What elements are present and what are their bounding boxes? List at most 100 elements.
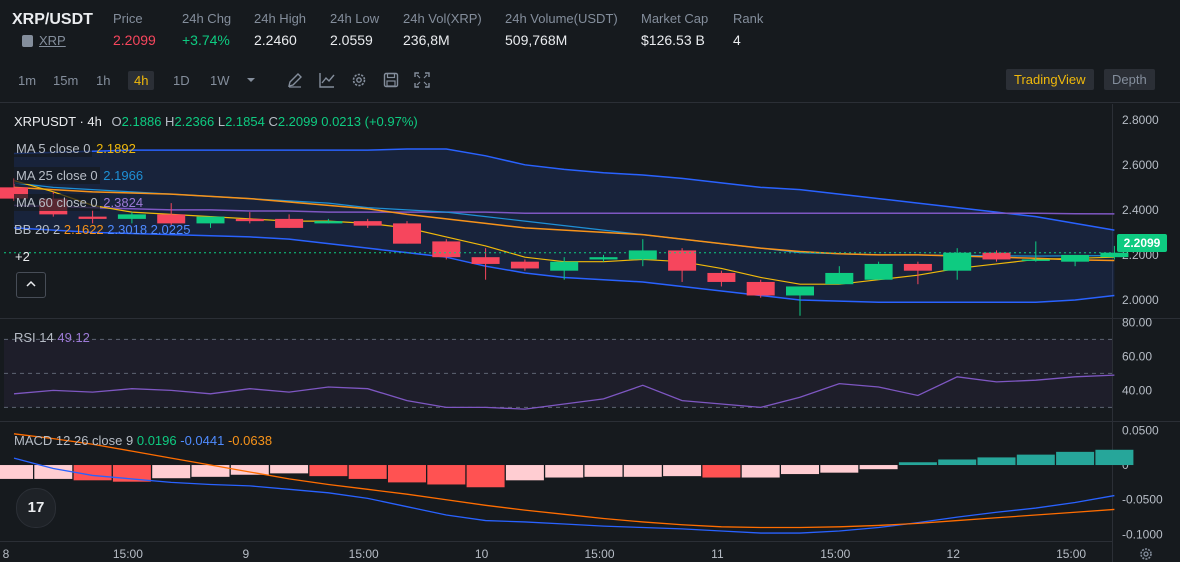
more-indicators[interactable]: +2 [15, 249, 30, 264]
price-tick-label: 2.0000 [1122, 293, 1159, 307]
candle-body [628, 250, 657, 260]
candle-body [864, 263, 893, 280]
bb-label: BB 20 2 [14, 222, 61, 237]
candle-body [196, 216, 225, 224]
macd-legend[interactable]: MACD 12 26 close 9 0.0196 -0.0441 -0.063… [14, 433, 272, 448]
bb-upper-value: 2.3018 [107, 222, 148, 237]
divider [0, 102, 1180, 103]
coin-name[interactable]: XRP [39, 33, 66, 48]
tab-15m[interactable]: 15m [53, 73, 79, 88]
low-label: L [217, 114, 226, 129]
depth-button[interactable]: Depth [1104, 69, 1155, 90]
bb-legend[interactable]: BB 20 2 2.1622 2.3018 2.0225 [14, 222, 190, 237]
macd-histogram-bar [584, 465, 623, 477]
candle-body [550, 261, 579, 271]
high-label: H [165, 114, 175, 129]
change-value: 0.0213 [321, 114, 361, 129]
macd-hist-value: 0.0196 [136, 433, 177, 448]
stat-value: 509,768M [505, 32, 568, 48]
candle-body [314, 221, 343, 224]
gear-icon[interactable] [350, 71, 368, 89]
stat-value: $126.53 B [641, 32, 705, 48]
bb-mid-line [13, 186, 1115, 262]
macd-histogram-bar [741, 465, 780, 478]
candle-body [668, 250, 697, 271]
stat-24h-high: 24h High 2.2460 [254, 11, 306, 48]
rsi-legend[interactable]: RSI 14 49.12 [14, 330, 90, 345]
stat-value: 2.0559 [330, 32, 373, 48]
chart-toolbar: 1m 15m 1h 4h 1D 1W [0, 66, 1180, 96]
ma25-label: MA 25 close 0 [14, 167, 100, 184]
ma60-legend[interactable]: MA 60 close 0 2.3824 [14, 194, 144, 211]
stat-label: Market Cap [641, 11, 709, 26]
time-tick-label: 15:00 [113, 547, 143, 561]
macd-histogram-bar [270, 465, 309, 474]
open-value: 2.1886 [121, 114, 162, 129]
tradingview-button[interactable]: TradingView [1006, 69, 1094, 90]
coin-link[interactable]: XRP [22, 33, 66, 48]
candle-body [786, 286, 814, 296]
macd-histogram-bar [466, 465, 505, 488]
fullscreen-icon[interactable] [413, 71, 431, 89]
macd-histogram-bar [309, 465, 348, 477]
macd-histogram-bar [938, 459, 977, 466]
time-tick-label: 12 [947, 547, 961, 561]
close-value: 2.2099 [277, 114, 318, 129]
ma5-value: 2.1892 [96, 141, 136, 156]
candle-body [510, 261, 539, 269]
macd-line-value: -0.0441 [180, 433, 225, 448]
ma5-legend[interactable]: MA 5 close 0 2.1892 [14, 140, 136, 157]
tab-1w[interactable]: 1W [210, 73, 230, 88]
macd-histogram-bar [781, 465, 819, 475]
macd-histogram-bar [191, 465, 230, 477]
stat-label: Rank [733, 11, 764, 26]
stat-label: 24h Low [330, 11, 380, 26]
pencil-icon[interactable] [286, 71, 304, 89]
ticker-header: XRP/USDT XRP Price 2.2099 24h Chg +3.74%… [0, 0, 1180, 58]
stat-label: 24h Volume(USDT) [505, 11, 618, 26]
macd-line [13, 457, 1115, 534]
time-tick-label: 15:00 [1056, 547, 1086, 561]
ma60-label: MA 60 close 0 [14, 194, 100, 211]
ma60-line [13, 204, 1115, 215]
stat-label: 24h High [254, 11, 307, 26]
tradingview-logo[interactable]: 17 [16, 488, 56, 528]
macd-histogram-bar [1095, 449, 1134, 466]
candle-body [78, 216, 107, 219]
line-chart-icon[interactable] [318, 71, 336, 89]
macd-histogram-bar [505, 465, 544, 481]
low-value: 2.1854 [225, 114, 265, 129]
candle-body [746, 281, 775, 296]
collapse-legend-button[interactable] [16, 272, 46, 298]
pair-title[interactable]: XRP/USDT [12, 11, 93, 28]
candle-body [353, 221, 382, 226]
rsi-tick-label: 60.00 [1122, 349, 1152, 363]
rsi-tick-label: 80.00 [1122, 315, 1152, 329]
chevron-down-icon[interactable] [242, 71, 260, 89]
candle-body [157, 214, 186, 224]
macd-histogram-bar [34, 465, 73, 479]
stat-24h-change: 24h Chg +3.74% [182, 11, 231, 48]
bb-mid-value: 2.1622 [63, 222, 104, 237]
tab-1m[interactable]: 1m [18, 73, 37, 88]
chart-settings-icon[interactable] [1138, 546, 1154, 562]
macd-signal-line [13, 433, 1115, 529]
candle-body [1100, 252, 1129, 258]
ma25-legend[interactable]: MA 25 close 0 2.1966 [14, 167, 143, 184]
tab-1h[interactable]: 1h [96, 73, 111, 88]
save-icon[interactable] [382, 71, 400, 89]
ohlc-legend: XRPUSDT · 4h O2.1886 H2.2366 L2.1854 C2.… [14, 114, 418, 129]
ma60-value: 2.3824 [103, 195, 144, 210]
last-price-tag: 2.2099 [1117, 234, 1167, 252]
tab-4h[interactable]: 4h [128, 71, 155, 90]
macd-histogram-bar [1016, 454, 1055, 466]
tab-1d[interactable]: 1D [173, 73, 190, 88]
rsi-value: 49.12 [57, 330, 90, 345]
candle-body [1021, 259, 1050, 261]
time-tick-label: 11 [711, 547, 724, 561]
rsi-tick-label: 40.00 [1122, 383, 1152, 397]
macd-histogram-bar [702, 465, 741, 478]
ma5-label: MA 5 close 0 [14, 140, 93, 157]
open-label: O [111, 114, 122, 129]
